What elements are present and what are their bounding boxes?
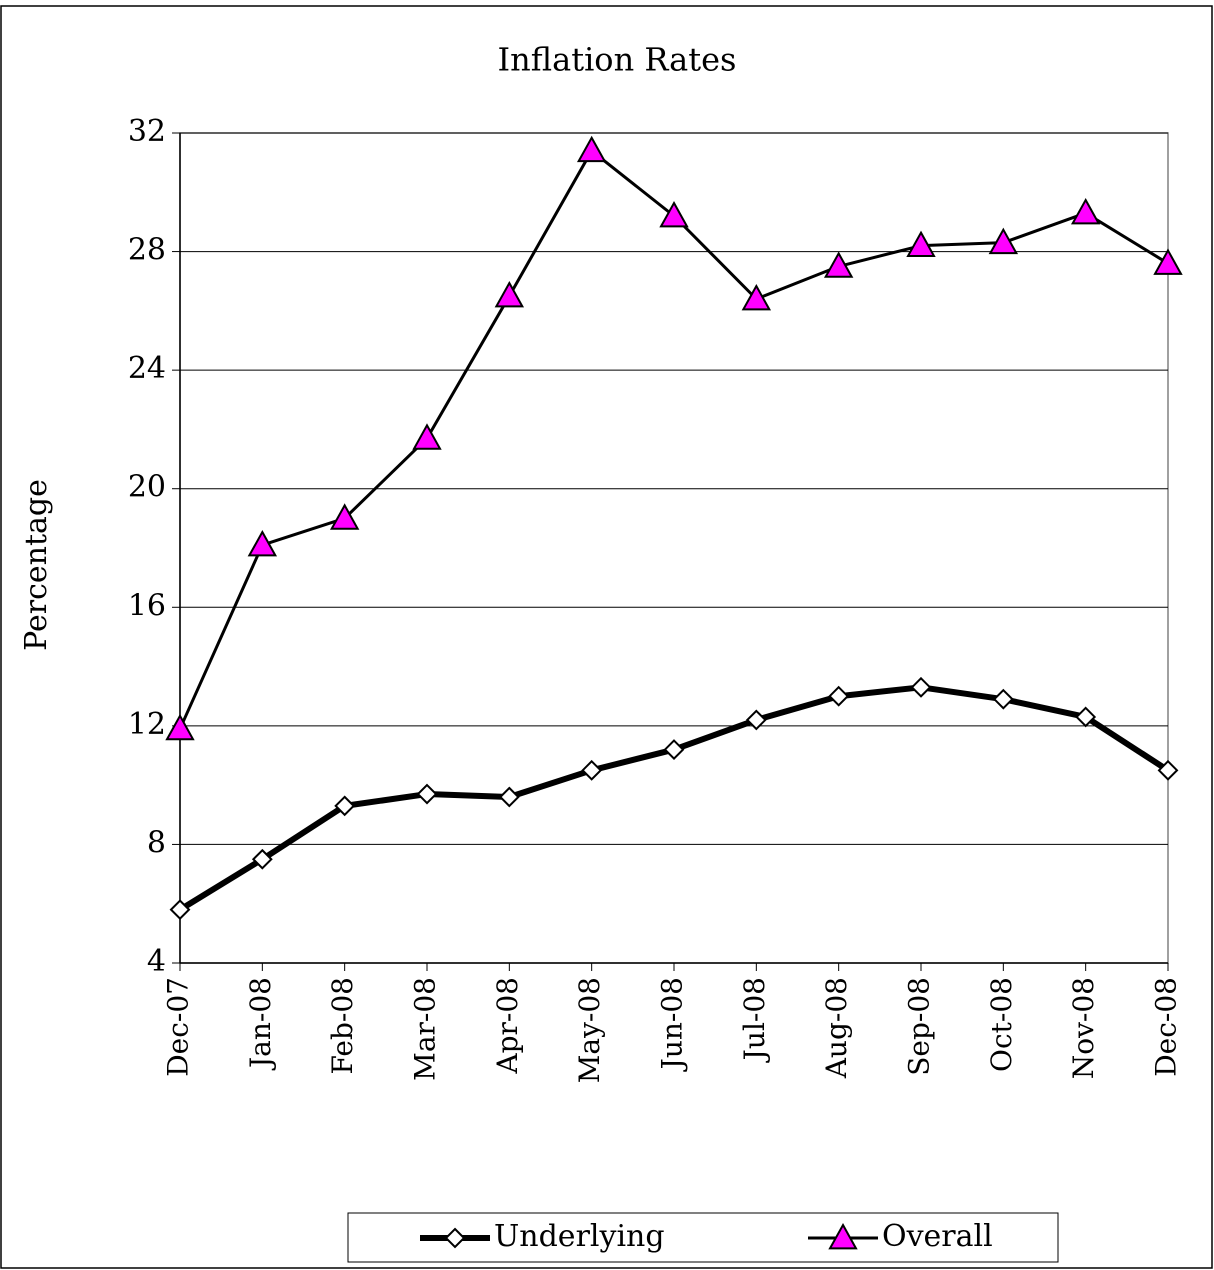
y-tick-label: 20 <box>128 470 166 505</box>
marker <box>910 676 932 698</box>
legend-marker <box>828 1222 858 1250</box>
marker <box>329 503 360 530</box>
marker <box>823 251 854 278</box>
x-tick-label: Mar-08 <box>409 977 442 1081</box>
marker <box>745 709 767 731</box>
marker <box>988 227 1019 255</box>
x-tick-label: Jul-08 <box>738 977 771 1063</box>
y-tick-label: 24 <box>128 351 166 386</box>
marker <box>576 135 607 163</box>
marker <box>581 759 603 781</box>
marker <box>165 713 195 741</box>
marker <box>828 685 850 707</box>
y-tick-label: 8 <box>147 825 166 860</box>
x-tick-label: Dec-08 <box>1150 977 1183 1077</box>
marker <box>494 280 525 308</box>
x-tick-label: Jun-08 <box>656 977 689 1072</box>
x-tick-label: Oct-08 <box>985 977 1018 1072</box>
y-tick-label: 28 <box>128 233 166 268</box>
marker <box>1157 759 1179 781</box>
marker <box>247 529 278 557</box>
marker <box>659 200 689 228</box>
marker <box>992 688 1014 710</box>
plot-area <box>179 132 1169 964</box>
chart-title: Inflation Rates <box>498 41 737 79</box>
x-tick-label: Jan-08 <box>244 977 277 1071</box>
marker <box>169 899 191 921</box>
marker <box>1153 248 1183 275</box>
marker <box>1075 706 1097 728</box>
x-tick-label: May-08 <box>573 977 606 1083</box>
marker <box>498 786 520 808</box>
marker <box>663 739 685 760</box>
x-tick-label: Apr-08 <box>491 977 524 1075</box>
y-tick-label: 12 <box>128 707 166 742</box>
x-tick-label: Feb-08 <box>326 977 359 1074</box>
marker <box>1070 197 1101 225</box>
x-tick-label: Nov-08 <box>1067 977 1100 1079</box>
legend-marker <box>444 1227 466 1249</box>
x-tick-label: Dec-07 <box>162 977 195 1077</box>
y-tick-label: 16 <box>128 588 166 623</box>
y-axis-label: Percentage <box>19 479 54 651</box>
marker <box>251 848 273 870</box>
marker <box>906 230 936 258</box>
x-tick-label: Aug-08 <box>820 977 853 1079</box>
y-tick-label: 32 <box>128 114 166 149</box>
marker <box>334 795 356 817</box>
legend-label: Underlying <box>494 1219 665 1254</box>
marker <box>416 783 438 805</box>
y-tick-label: 4 <box>147 944 166 979</box>
marker <box>741 283 772 311</box>
marker <box>412 423 442 450</box>
x-tick-label: Sep-08 <box>903 977 936 1076</box>
legend-label: Overall <box>882 1219 993 1254</box>
